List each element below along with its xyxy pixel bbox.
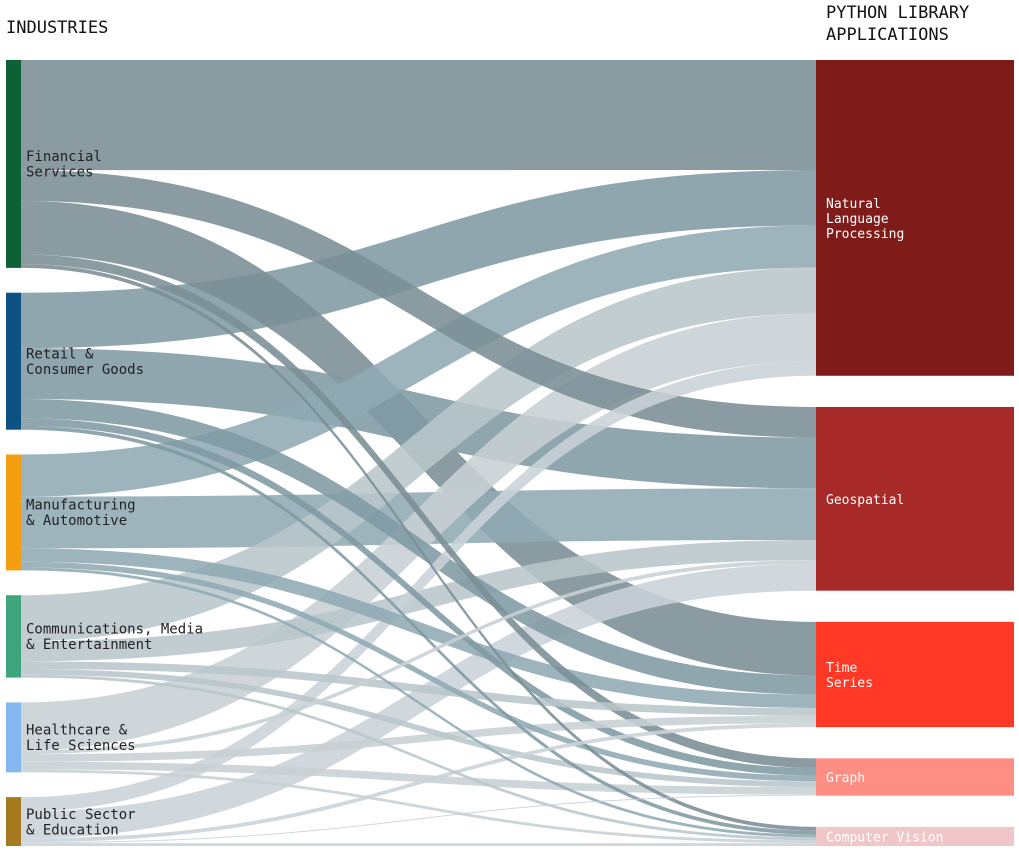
target-node-computer-vision (816, 826, 1014, 846)
link-manufacturing-and-automotive-to-natural-language-processing (21, 225, 816, 497)
link-healthcare-and-life-sciences-to-geospatial (21, 560, 816, 755)
left-header: INDUSTRIES (6, 18, 108, 38)
link-communications-media-and-entertainment-to-graph (21, 668, 816, 788)
target-label-natural-language-processing-line-3: Processing (826, 227, 904, 242)
link-healthcare-and-life-sciences-to-natural-language-processing (21, 313, 816, 751)
source-label-manufacturing-and-automotive-line-2: & Automotive (26, 513, 127, 529)
source-label-manufacturing-and-automotive-line-1: Manufacturing (26, 498, 136, 514)
target-label-graph-line-1: Graph (826, 771, 865, 786)
target-node-graph (816, 758, 1014, 796)
link-public-sector-and-education-to-time-series (21, 723, 816, 843)
source-node-financial-services (6, 60, 21, 268)
link-public-sector-and-education-to-graph (21, 794, 816, 844)
link-healthcare-and-life-sciences-to-computer-vision (21, 769, 816, 844)
source-node-manufacturing-and-automotive (6, 454, 21, 571)
source-label-communications-media-and-entertainment-line-2: & Entertainment (26, 637, 152, 653)
source-label-public-sector-and-education-line-1: Public Sector (26, 807, 136, 823)
source-label-financial-services-line-2: Services (26, 165, 93, 181)
target-node-geospatial (816, 406, 1014, 591)
target-node-natural-language-processing (816, 60, 1014, 376)
source-label-retail-and-consumer-goods-line-2: Consumer Goods (26, 362, 144, 378)
target-label-natural-language-processing-line-1: Natural (826, 197, 881, 212)
link-retail-and-consumer-goods-to-natural-language-processing (21, 170, 816, 349)
source-label-retail-and-consumer-goods-line-1: Retail & (26, 346, 94, 362)
source-label-communications-media-and-entertainment-line-1: Communications, Media (26, 622, 203, 638)
target-label-computer-vision-line-1: Computer Vision (826, 830, 943, 845)
link-financial-services-to-graph (21, 254, 816, 768)
target-label-time-series-line-2: Series (826, 676, 873, 691)
target-label-geospatial-line-1: Geospatial (826, 493, 904, 508)
link-communications-media-and-entertainment-to-time-series (21, 661, 816, 716)
link-retail-and-consumer-goods-to-geospatial (21, 348, 816, 489)
source-label-healthcare-and-life-sciences-line-2: Life Sciences (26, 738, 136, 754)
link-communications-media-and-entertainment-to-computer-vision (21, 674, 816, 841)
link-manufacturing-and-automotive-to-computer-vision (21, 567, 816, 838)
link-public-sector-and-education-to-natural-language-processing (21, 361, 816, 812)
nodes-layer (6, 60, 1014, 846)
target-node-time-series (816, 621, 1014, 728)
link-financial-services-to-geospatial (21, 170, 816, 438)
link-communications-media-and-entertainment-to-natural-language-processing (21, 267, 816, 642)
link-financial-services-to-computer-vision (21, 264, 816, 831)
link-public-sector-and-education-to-computer-vision (21, 843, 816, 846)
source-node-communications-media-and-entertainment (6, 595, 21, 678)
source-node-public-sector-and-education (6, 797, 21, 846)
link-retail-and-consumer-goods-to-graph (21, 418, 816, 776)
link-manufacturing-and-automotive-to-graph (21, 561, 816, 782)
link-financial-services-to-natural-language-processing (21, 60, 816, 171)
link-retail-and-consumer-goods-to-computer-vision (21, 425, 816, 835)
target-label-time-series-line-1: Time (826, 661, 857, 676)
links-layer (21, 60, 816, 846)
right-header-line-2: APPLICATIONS (826, 25, 949, 45)
source-node-healthcare-and-life-sciences (6, 702, 21, 773)
right-header-line-1: PYTHON LIBRARY (826, 3, 969, 23)
source-label-financial-services-line-1: Financial (26, 149, 102, 165)
link-manufacturing-and-automotive-to-time-series (21, 548, 816, 709)
source-label-healthcare-and-life-sciences-line-1: Healthcare & (26, 723, 128, 739)
link-healthcare-and-life-sciences-to-time-series (21, 715, 816, 762)
link-healthcare-and-life-sciences-to-graph (21, 761, 816, 795)
source-node-retail-and-consumer-goods (6, 292, 21, 430)
target-label-natural-language-processing-line-2: Language (826, 212, 889, 227)
source-label-public-sector-and-education-line-2: & Education (26, 822, 119, 838)
